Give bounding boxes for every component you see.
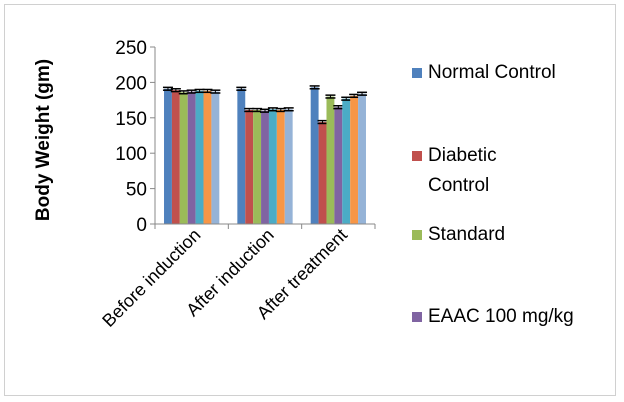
x-tick-label: Before induction <box>98 225 204 331</box>
bar <box>187 91 196 224</box>
legend-item: EAAC 100 mg/kg <box>412 306 574 327</box>
legend-label: EAAC 100 mg/kg <box>428 306 574 327</box>
legend-swatch <box>412 68 422 78</box>
bar <box>310 87 319 224</box>
bar <box>358 93 366 224</box>
y-tick-label: 150 <box>115 109 147 130</box>
bar <box>268 109 277 224</box>
y-tick-label: 50 <box>126 180 147 201</box>
y-tick-label: 100 <box>115 144 147 165</box>
legend-swatch <box>412 312 422 322</box>
bar <box>237 88 246 224</box>
bar <box>261 110 269 224</box>
y-tick-label: 0 <box>136 215 147 236</box>
bar <box>171 90 180 224</box>
legend: Normal Control Diabetic Control Standard EAA… <box>412 62 574 327</box>
bar <box>318 122 327 224</box>
y-axis-label: Body Weight (gm) <box>33 59 54 221</box>
bar <box>245 110 254 224</box>
legend-item: Standard <box>412 224 505 245</box>
y-tick-label: 250 <box>115 38 147 59</box>
y-axis: 0 50 100 150 200 250 <box>115 38 156 236</box>
legend-item: Normal Control <box>412 62 556 83</box>
legend-label: Standard <box>428 224 505 245</box>
bar <box>326 96 335 224</box>
bar <box>284 109 293 224</box>
bar <box>164 88 172 224</box>
bar <box>253 110 262 224</box>
bar <box>334 107 343 224</box>
legend-swatch <box>412 230 422 240</box>
legend-label: Diabetic Control <box>428 145 497 196</box>
plot-area <box>162 85 368 225</box>
chart-frame: 0 50 100 150 200 250 Before induction After in… <box>4 4 616 396</box>
legend-swatch <box>412 151 422 161</box>
bar <box>350 95 359 225</box>
bar <box>342 98 351 224</box>
legend-label: Normal Control <box>428 62 556 83</box>
bar <box>203 90 212 224</box>
bar <box>195 90 204 224</box>
legend-item: Diabetic Control <box>412 145 497 196</box>
y-tick-label: 200 <box>115 73 147 94</box>
bar <box>179 92 188 224</box>
bar <box>211 91 220 224</box>
bar <box>276 110 285 224</box>
